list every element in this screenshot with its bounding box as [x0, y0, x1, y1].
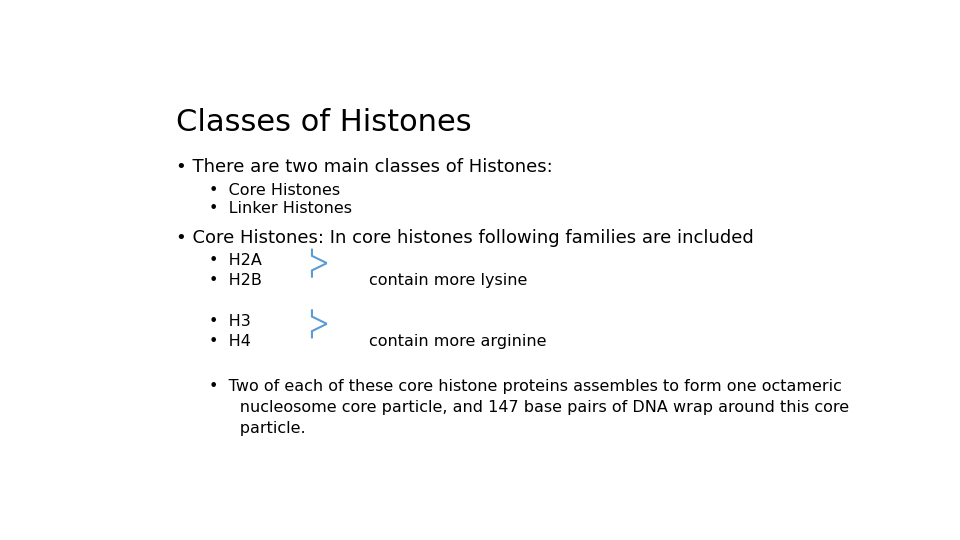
Text: •  H2B: • H2B: [209, 273, 262, 288]
Text: contain more arginine: contain more arginine: [370, 334, 547, 349]
Text: •  Two of each of these core histone proteins assembles to form one octameric
  : • Two of each of these core histone prot…: [209, 379, 850, 436]
Text: contain more lysine: contain more lysine: [370, 273, 528, 288]
Text: •  Linker Histones: • Linker Histones: [209, 201, 352, 216]
Text: •  Core Histones: • Core Histones: [209, 183, 341, 198]
Text: • There are two main classes of Histones:: • There are two main classes of Histones…: [176, 158, 553, 177]
Text: • Core Histones: In core histones following families are included: • Core Histones: In core histones follow…: [176, 229, 754, 247]
Text: •  H3: • H3: [209, 314, 251, 329]
Text: Classes of Histones: Classes of Histones: [176, 109, 471, 138]
Text: •  H4: • H4: [209, 334, 252, 349]
Text: •  H2A: • H2A: [209, 253, 262, 268]
